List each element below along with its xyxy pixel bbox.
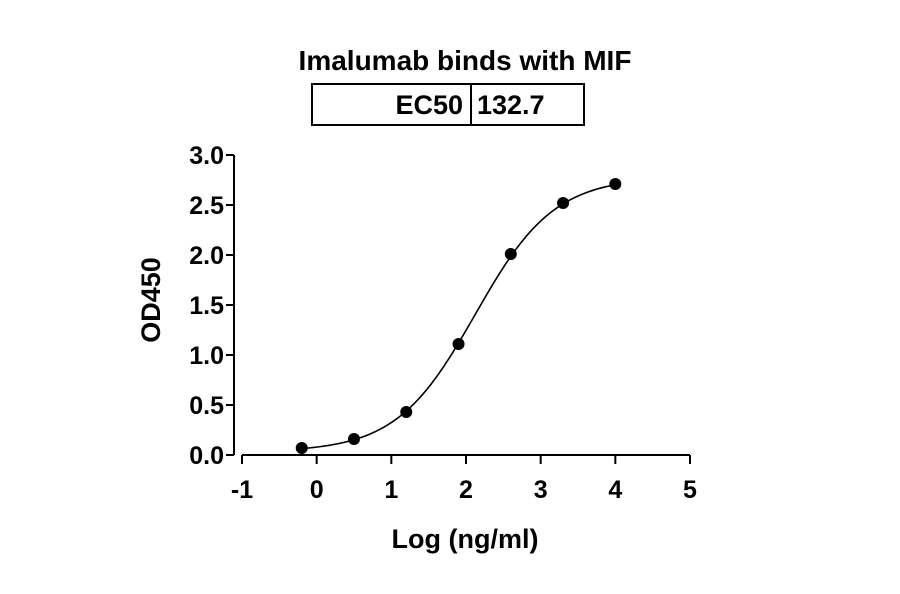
- y-tick-label: 0.0: [189, 442, 224, 470]
- x-axis: -1 0 1 2 3 4 5: [231, 454, 697, 504]
- x-tick-label: 3: [534, 476, 548, 504]
- y-axis-label: OD450: [136, 257, 166, 343]
- x-axis-label: Log (ng/ml): [392, 524, 539, 554]
- y-tick-label: 2.0: [189, 242, 224, 270]
- results-box: EC50 132.7: [311, 83, 585, 126]
- x-tick-label: 4: [608, 476, 622, 504]
- y-tick-label: 3.0: [189, 142, 224, 170]
- y-axis: 0.0 0.5 1.0 1.5 2.0 2.5 3.0: [189, 142, 235, 470]
- x-tick-label: 2: [459, 476, 473, 504]
- data-point: [504, 248, 517, 260]
- ec50-label: EC50: [395, 90, 463, 120]
- data-point: [609, 178, 622, 190]
- x-tick-label: 5: [683, 476, 697, 504]
- data-point: [348, 433, 360, 445]
- fit-curve-layer: [301, 183, 616, 450]
- x-tick-label: -1: [231, 476, 253, 504]
- data-point: [452, 338, 465, 350]
- data-point: [400, 406, 413, 418]
- y-tick-label: 2.5: [189, 192, 224, 220]
- data-point: [295, 442, 308, 454]
- data-point: [557, 197, 570, 209]
- x-tick-label: 0: [310, 476, 324, 504]
- y-tick-label: 1.0: [189, 342, 224, 370]
- y-tick-label: 1.5: [189, 292, 224, 320]
- results-box-frame: [311, 83, 585, 126]
- ec50-value: 132.7: [477, 90, 545, 120]
- data-points: [295, 178, 622, 454]
- chart-title: Imalumab binds with MIF: [299, 45, 632, 76]
- y-tick-label: 0.5: [189, 392, 224, 420]
- fit-curve: [301, 183, 616, 450]
- x-tick-label: 1: [384, 476, 398, 504]
